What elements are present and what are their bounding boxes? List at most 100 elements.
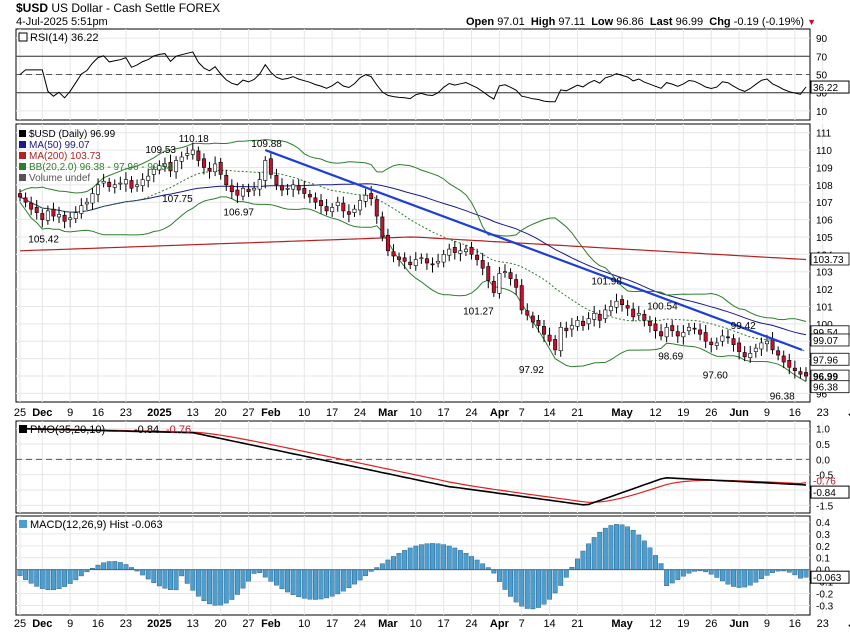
bb-upper-line bbox=[19, 138, 807, 322]
macd-hist-bar bbox=[257, 569, 263, 573]
price-annotation: 96.38 bbox=[770, 392, 795, 403]
candle-body bbox=[229, 185, 234, 193]
x-axis-label-macd: 16 bbox=[789, 618, 801, 630]
candle-body bbox=[675, 331, 680, 337]
ohlc-summary: Open 97.01 High 97.11 Low 96.86 Last 96.… bbox=[466, 16, 816, 28]
candle-body bbox=[174, 160, 179, 173]
macd-hist-bar bbox=[619, 524, 625, 570]
macd-hist-bar bbox=[586, 543, 592, 570]
macd-hist-bar bbox=[558, 569, 564, 586]
x-axis-label-macd: May bbox=[611, 618, 633, 630]
macd-hist-bar bbox=[34, 569, 40, 587]
candle-body bbox=[107, 181, 112, 187]
candle-body bbox=[252, 187, 257, 191]
candle-body bbox=[436, 260, 441, 264]
candle-body bbox=[213, 163, 218, 173]
bb-lower-line bbox=[19, 196, 807, 383]
macd-tick-label: 0.2 bbox=[816, 542, 830, 553]
macd-hist-bar bbox=[234, 569, 240, 595]
price-annotation: 100.54 bbox=[647, 301, 678, 312]
price-right-label: 103.73 bbox=[813, 255, 844, 266]
low-value: 96.86 bbox=[616, 16, 644, 28]
chg-label: Chg bbox=[709, 16, 731, 28]
macd-hist-bar bbox=[190, 569, 196, 591]
candle-body bbox=[391, 251, 396, 257]
candle-body bbox=[324, 206, 329, 212]
price-annotation: 110.18 bbox=[179, 134, 209, 145]
x-axis-label-price: May bbox=[611, 407, 633, 419]
macd-hist-bar bbox=[413, 545, 419, 570]
macd-hist-bar bbox=[407, 547, 413, 570]
pmo-label: PMO(35,20,10) bbox=[30, 424, 105, 436]
macd-hist-bar bbox=[95, 564, 101, 570]
candle-body bbox=[642, 313, 647, 321]
macd-hist-bar bbox=[352, 569, 357, 585]
legend-swatch-icon bbox=[19, 152, 26, 159]
macd-hist-bar bbox=[469, 556, 474, 570]
candle-body bbox=[73, 212, 78, 219]
pmo-right-label: -0.84 bbox=[813, 488, 836, 499]
x-axis-label-price: 25 bbox=[14, 407, 26, 419]
price-annotation: 109.88 bbox=[251, 139, 282, 150]
macd-label: MACD(12,26,9) Hist -0.063 bbox=[30, 519, 163, 531]
x-axis-label-price: 23 bbox=[120, 407, 132, 419]
x-axis-label-macd: 13 bbox=[187, 618, 199, 630]
macd-tick-label: -0.2 bbox=[816, 590, 834, 601]
candle-body bbox=[162, 163, 167, 167]
macd-hist-bar bbox=[73, 569, 79, 581]
symbol: $USD bbox=[16, 1, 49, 15]
rsi-last-box bbox=[810, 80, 850, 94]
open-value: 97.01 bbox=[497, 16, 525, 28]
panel-frame-pmo bbox=[15, 420, 811, 514]
macd-hist-bar bbox=[17, 569, 23, 576]
candle-body bbox=[112, 184, 117, 188]
macd-hist-bar bbox=[229, 569, 235, 600]
macd-hist-bar bbox=[731, 569, 736, 587]
macd-hist-bar bbox=[23, 569, 29, 580]
price-annotation: 99.42 bbox=[731, 321, 756, 332]
high-value: 97.11 bbox=[558, 16, 586, 28]
x-axis-label-price: Jul bbox=[848, 407, 850, 419]
macd-hist-bar bbox=[285, 569, 291, 593]
candle-body bbox=[40, 213, 45, 220]
x-axis-label-macd: 23 bbox=[120, 618, 132, 630]
x-axis-label-macd: 23 bbox=[817, 618, 829, 630]
price-right-label: 96.99 bbox=[813, 372, 838, 383]
candle-body bbox=[68, 217, 73, 220]
candle-body bbox=[608, 306, 613, 312]
candle-body bbox=[491, 280, 496, 293]
candle-body bbox=[268, 158, 273, 175]
candle-body bbox=[447, 248, 452, 256]
rsi-last-label: 36.22 bbox=[813, 83, 838, 94]
trend-line bbox=[264, 149, 803, 351]
candle-body bbox=[118, 182, 123, 185]
macd-hist-bar bbox=[513, 569, 519, 603]
candle-body bbox=[564, 327, 569, 332]
candle-body bbox=[525, 310, 530, 316]
macd-hist-bar bbox=[201, 569, 207, 602]
macd-hist-bar bbox=[719, 569, 725, 582]
macd-hist-bar bbox=[758, 569, 764, 580]
macd-hist-bar bbox=[742, 569, 748, 588]
candle-body bbox=[257, 179, 262, 190]
price-tick-label: 105 bbox=[816, 233, 833, 244]
macd-hist-bar bbox=[797, 569, 803, 579]
candle-body bbox=[636, 313, 641, 316]
macd-hist-bar bbox=[547, 569, 553, 600]
candle-body bbox=[280, 185, 284, 191]
macd-hist-bar bbox=[508, 569, 513, 597]
candle-body bbox=[319, 200, 323, 206]
candle-body bbox=[625, 305, 630, 309]
candle-body bbox=[592, 313, 597, 320]
x-axis-label-price: 24 bbox=[354, 407, 366, 419]
candle-body bbox=[798, 371, 803, 375]
candle-body bbox=[508, 272, 513, 279]
macd-hist-bar bbox=[101, 562, 107, 570]
candle-body bbox=[804, 372, 808, 377]
candle-body bbox=[647, 320, 652, 326]
macd-hist-bar bbox=[480, 563, 486, 570]
legend-swatch-icon bbox=[19, 520, 27, 528]
candle-body bbox=[742, 352, 747, 358]
candle-body bbox=[753, 347, 758, 352]
macd-hist-bar bbox=[313, 569, 318, 600]
